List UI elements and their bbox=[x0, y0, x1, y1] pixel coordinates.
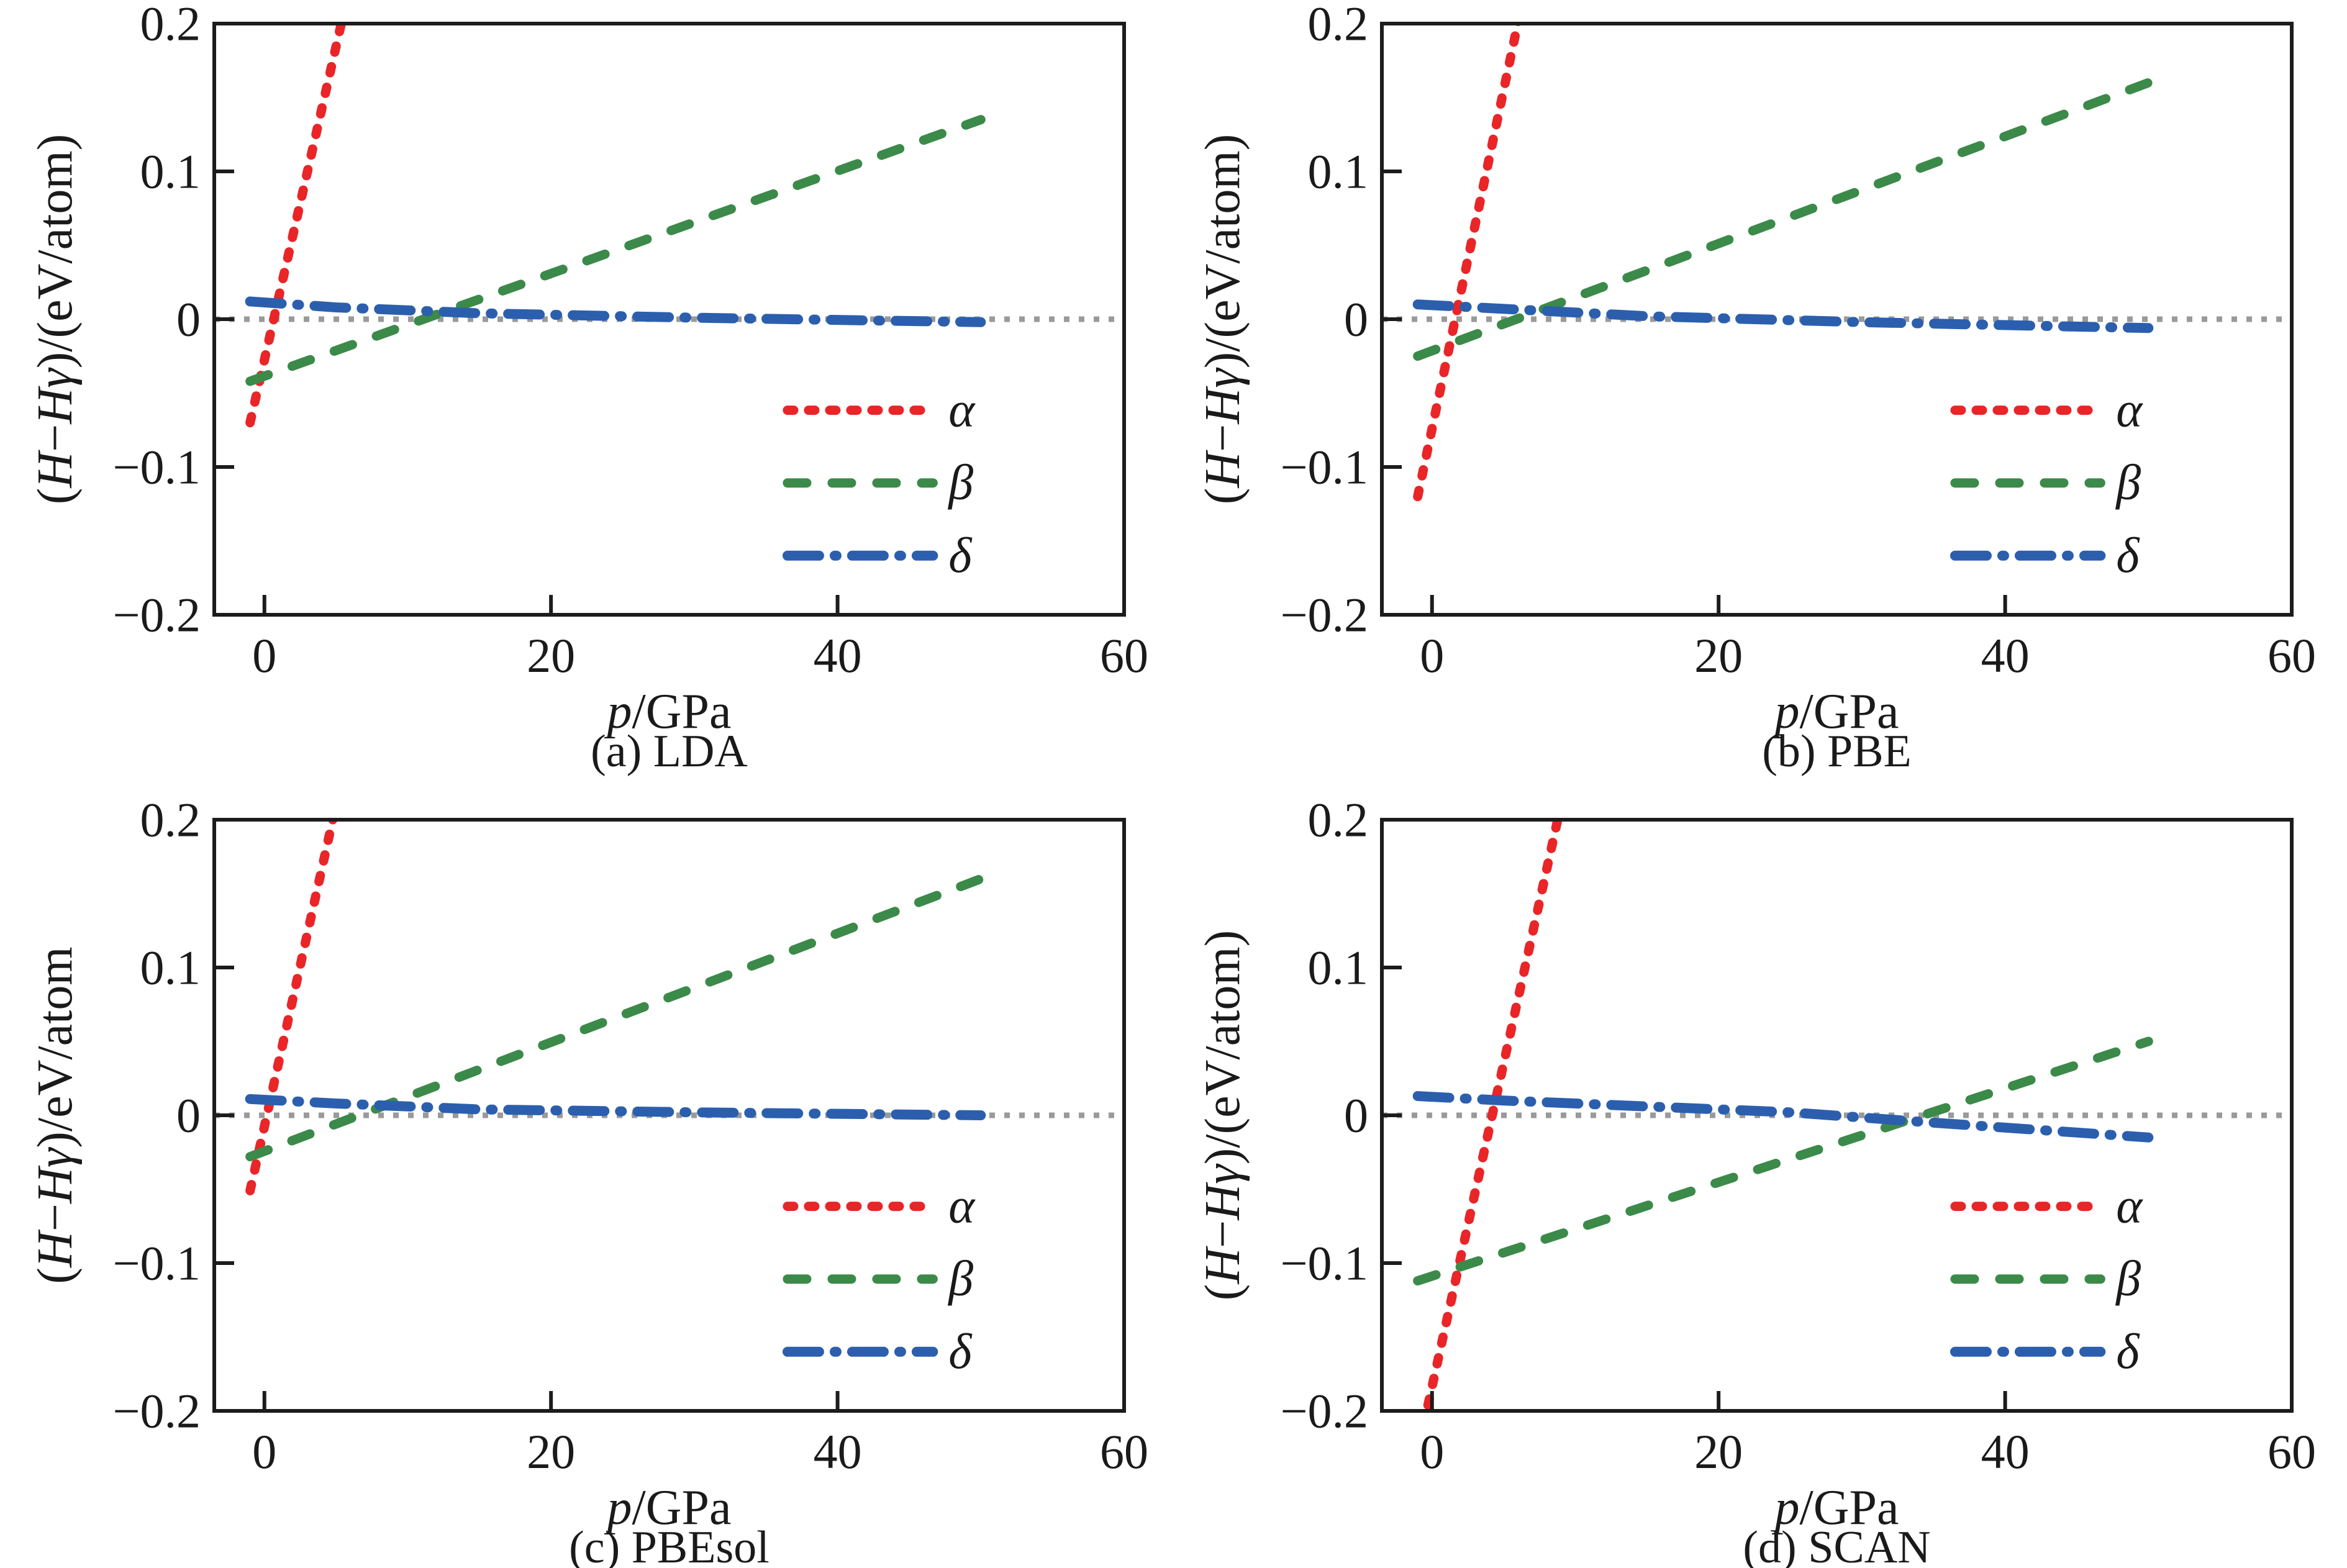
y-tick-label: −0.1 bbox=[1281, 440, 1369, 494]
series-alpha-line bbox=[245, 24, 347, 428]
x-tick-label: 60 bbox=[1100, 1425, 1148, 1479]
y-tick-label: −0.2 bbox=[1281, 1384, 1369, 1438]
y-axis-label: (H−Hγ)/(eV/atom) bbox=[1196, 134, 1250, 504]
x-tick-label: 0 bbox=[1420, 628, 1444, 682]
legend-beta-label: β bbox=[2115, 1252, 2141, 1307]
x-tick-label: 40 bbox=[814, 628, 862, 682]
y-tick-label: 0.1 bbox=[140, 941, 201, 995]
series-alpha-line bbox=[245, 820, 338, 1195]
y-tick-label: 0 bbox=[1344, 292, 1368, 347]
series-beta-line bbox=[1413, 1036, 2153, 1286]
y-axis-label: (H−Hγ)/eV/atom bbox=[28, 946, 83, 1284]
x-tick-label: 20 bbox=[527, 628, 575, 682]
panel-caption: (b) PBE bbox=[1762, 726, 1912, 777]
y-tick-label: −0.2 bbox=[113, 588, 201, 642]
series-delta-line bbox=[245, 296, 986, 327]
legend-delta-label: δ bbox=[948, 528, 973, 583]
y-tick-label: 0.1 bbox=[1308, 941, 1369, 995]
x-axis-label: p/GPa bbox=[1772, 1480, 1899, 1535]
legend-alpha-label: α bbox=[2116, 383, 2143, 438]
y-tick-label: −0.2 bbox=[113, 1384, 201, 1438]
x-tick-label: 40 bbox=[1981, 1425, 2030, 1479]
x-tick-label: 60 bbox=[2268, 628, 2316, 682]
panel-c: 0 20 40 60 −0.2 −0.1 0 0.1 0.2 p/GPa (H−Hγ)/eV/ato… bbox=[28, 793, 1148, 1568]
y-axis-label: (H−Hγ)/(eV/atom) bbox=[1196, 930, 1250, 1300]
series-alpha-line bbox=[1422, 820, 1563, 1411]
panel-caption: (c) PBEsol bbox=[569, 1522, 769, 1568]
x-tick-label: 40 bbox=[1981, 628, 2030, 682]
panel-caption: (d) SCAN bbox=[1743, 1522, 1930, 1568]
x-axis-label: p/GPa bbox=[604, 684, 732, 739]
legend-alpha-label: α bbox=[2116, 1179, 2143, 1234]
x-axis-label: p/GPa bbox=[1772, 684, 1899, 739]
y-tick-label: 0.1 bbox=[140, 145, 201, 199]
legend-delta-label: δ bbox=[948, 1325, 973, 1379]
y-tick-label: −0.1 bbox=[113, 440, 201, 494]
series-beta-line bbox=[1413, 78, 2153, 361]
series-delta-line bbox=[1412, 299, 2154, 333]
y-tick-label: −0.2 bbox=[1281, 588, 1369, 642]
y-tick-label: 0.2 bbox=[140, 793, 201, 847]
y-tick-label: 0.1 bbox=[1308, 145, 1369, 199]
panel-d: 0 20 40 60 −0.2 −0.1 0 0.1 0.2 p/GPa (H−Hγ)/(eV/at… bbox=[1196, 793, 2316, 1568]
y-tick-label: 0 bbox=[1344, 1089, 1368, 1143]
series-beta-line bbox=[245, 115, 986, 386]
series-alpha-line bbox=[1413, 24, 1523, 502]
y-tick-label: 0.2 bbox=[1308, 793, 1369, 847]
series-delta-line bbox=[1412, 1091, 2154, 1143]
y-axis-label: (H−Hγ)/(eV/atom) bbox=[28, 134, 83, 504]
legend-alpha-label: α bbox=[948, 383, 976, 438]
y-tick-label: 0.2 bbox=[140, 0, 201, 51]
x-tick-label: 20 bbox=[1694, 1425, 1743, 1479]
legend-beta-label: β bbox=[947, 1252, 973, 1307]
y-tick-label: −0.1 bbox=[113, 1236, 201, 1290]
series-delta-line bbox=[245, 1094, 986, 1120]
y-tick-label: 0 bbox=[176, 292, 201, 347]
x-tick-label: 0 bbox=[1420, 1425, 1444, 1479]
x-tick-label: 40 bbox=[814, 1425, 862, 1479]
x-tick-label: 60 bbox=[1100, 628, 1148, 682]
x-tick-label: 20 bbox=[527, 1425, 575, 1479]
legend-delta-label: δ bbox=[2116, 528, 2140, 583]
legend-beta-label: β bbox=[947, 456, 973, 510]
y-tick-label: 0 bbox=[176, 1089, 201, 1143]
series-beta-line bbox=[245, 874, 986, 1162]
x-tick-label: 0 bbox=[252, 1425, 276, 1479]
x-axis-label: p/GPa bbox=[604, 1480, 732, 1535]
legend-alpha-label: α bbox=[948, 1179, 976, 1234]
y-tick-label: 0.2 bbox=[1308, 0, 1369, 51]
panel-caption: (a) LDA bbox=[591, 726, 748, 777]
panel-a: 0 20 40 60 −0.2 −0.1 0 0.1 0.2 p/GPa (H−Hγ)/(eV/at… bbox=[28, 0, 1148, 777]
legend-beta-label: β bbox=[2115, 456, 2141, 510]
legend-delta-label: δ bbox=[2116, 1325, 2140, 1379]
x-tick-label: 0 bbox=[252, 628, 276, 682]
y-tick-label: −0.1 bbox=[1281, 1236, 1369, 1290]
x-tick-label: 60 bbox=[2268, 1425, 2316, 1479]
panel-b: 0 20 40 60 −0.2 −0.1 0 0.1 0.2 p/GPa (H−Hγ)/(eV/at… bbox=[1196, 0, 2316, 777]
x-tick-label: 20 bbox=[1694, 628, 1743, 682]
